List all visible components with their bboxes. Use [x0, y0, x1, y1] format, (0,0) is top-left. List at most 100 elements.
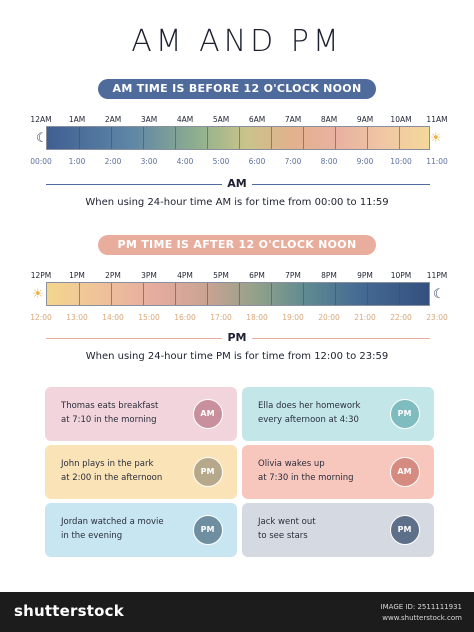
- pm-gradient-bar: [46, 282, 430, 306]
- time-label: 6:00: [248, 157, 266, 166]
- am-banner: AM TIME IS BEFORE 12 O'CLOCK NOON: [98, 79, 376, 99]
- hour-tick: [303, 127, 304, 149]
- hour-tick: [367, 283, 368, 305]
- time-label: 18:00: [246, 313, 268, 322]
- am-badge: AM: [196, 402, 219, 425]
- example-line: every afternoon at 4:30: [258, 415, 359, 425]
- hour-label: 9PM: [357, 271, 373, 280]
- hour-label: 12PM: [30, 271, 52, 280]
- am-badge: AM: [393, 460, 416, 483]
- site-url: www.shutterstock.com: [382, 614, 462, 622]
- example-line: Jordan watched a movie: [61, 517, 164, 527]
- hour-tick: [399, 283, 400, 305]
- am-24h-times: 00:00 1:00 2:00 3:00 4:00 5:00 6:00 7:00 8:00 9:0…: [30, 157, 448, 169]
- pm-period-label: PM: [222, 331, 252, 344]
- example-line: John plays in the park: [61, 459, 154, 469]
- time-label: 4:00: [176, 157, 194, 166]
- time-label: 3:00: [140, 157, 158, 166]
- example-line: at 7:10 in the morning: [61, 415, 157, 425]
- hour-tick: [207, 283, 208, 305]
- hour-tick: [335, 127, 336, 149]
- hour-label: 4AM: [176, 115, 194, 124]
- time-label: 9:00: [356, 157, 374, 166]
- example-card: Ella does her homework every afternoon at…: [242, 387, 434, 441]
- hour-label: 12AM: [30, 115, 52, 124]
- hour-label: 8AM: [320, 115, 338, 124]
- time-label: 21:00: [354, 313, 376, 322]
- hour-tick: [239, 283, 240, 305]
- example-card: Jordan watched a movie in the evening PM: [45, 503, 237, 557]
- hour-tick: [79, 283, 80, 305]
- example-line: Ella does her homework: [258, 401, 361, 411]
- pm-hour-labels: 12PM 1PM 2PM 3PM 4PM 5PM 6PM 7PM 8PM 9PM 10PM 11PM: [31, 271, 448, 283]
- example-line: Jack went out: [258, 517, 316, 527]
- hour-label: 11AM: [426, 115, 448, 124]
- hour-label: 11PM: [426, 271, 448, 280]
- hour-label: 2PM: [105, 271, 121, 280]
- moon-icon: ☾: [36, 131, 48, 146]
- time-label: 2:00: [104, 157, 122, 166]
- brand-logo: shutterstock: [14, 602, 124, 620]
- example-line: to see stars: [258, 531, 308, 541]
- footer-bar: shutterstock IMAGE ID: 2511111931 www.sh…: [0, 592, 474, 632]
- time-label: 23:00: [426, 313, 448, 322]
- time-label: 8:00: [320, 157, 338, 166]
- time-label: 00:00: [30, 157, 52, 166]
- hour-label: 7AM: [284, 115, 302, 124]
- hour-label: 5PM: [213, 271, 229, 280]
- example-card: Olivia wakes up at 7:30 in the morning AM: [242, 445, 434, 499]
- hour-label: 10PM: [390, 271, 412, 280]
- image-id: IMAGE ID: 2511111931: [380, 603, 462, 611]
- time-label: 20:00: [318, 313, 340, 322]
- hour-tick: [207, 127, 208, 149]
- sun-icon: ☀: [32, 287, 44, 302]
- time-label: 11:00: [426, 157, 448, 166]
- hour-label: 4PM: [177, 271, 193, 280]
- pm-badge: PM: [196, 518, 219, 541]
- time-label: 16:00: [174, 313, 196, 322]
- hour-label: 6PM: [249, 271, 265, 280]
- hour-label: 8PM: [321, 271, 337, 280]
- hour-tick: [143, 283, 144, 305]
- pm-badge: PM: [393, 402, 416, 425]
- time-label: 17:00: [210, 313, 232, 322]
- hour-label: 2AM: [104, 115, 122, 124]
- hour-label: 5AM: [212, 115, 230, 124]
- hour-label: 3PM: [141, 271, 157, 280]
- hour-tick: [175, 127, 176, 149]
- time-label: 22:00: [390, 313, 412, 322]
- am-period-label: AM: [222, 177, 252, 190]
- time-label: 19:00: [282, 313, 304, 322]
- am-gradient-bar: [46, 126, 430, 150]
- time-label: 13:00: [66, 313, 88, 322]
- am-note: When using 24-hour time AM is for time f…: [85, 197, 389, 208]
- hour-tick: [271, 283, 272, 305]
- hour-tick: [79, 127, 80, 149]
- time-label: 7:00: [284, 157, 302, 166]
- time-label: 12:00: [30, 313, 52, 322]
- hour-label: 9AM: [356, 115, 374, 124]
- pm-banner: PM TIME IS AFTER 12 O'CLOCK NOON: [98, 235, 376, 255]
- pm-badge: PM: [393, 518, 416, 541]
- time-label: 1:00: [68, 157, 86, 166]
- time-label: 14:00: [102, 313, 124, 322]
- pm-badge: PM: [196, 460, 219, 483]
- hour-tick: [111, 283, 112, 305]
- example-card: Jack went out to see stars PM: [242, 503, 434, 557]
- hour-tick: [303, 283, 304, 305]
- hour-tick: [143, 127, 144, 149]
- sun-icon: ☀: [430, 131, 442, 146]
- page-title: AM AND PM: [131, 24, 343, 59]
- hour-tick: [367, 127, 368, 149]
- example-line: at 7:30 in the morning: [258, 473, 354, 483]
- hour-tick: [271, 127, 272, 149]
- example-card: Thomas eats breakfast at 7:10 in the morn…: [45, 387, 237, 441]
- example-line: at 2:00 in the afternoon: [61, 473, 163, 483]
- time-label: 5:00: [212, 157, 230, 166]
- hour-label: 1PM: [69, 271, 85, 280]
- hour-tick: [111, 127, 112, 149]
- hour-tick: [175, 283, 176, 305]
- example-line: Olivia wakes up: [258, 459, 325, 469]
- pm-24h-times: 12:00 13:00 14:00 15:00 16:00 17:00 18:00 19:00…: [30, 313, 448, 325]
- hour-label: 6AM: [248, 115, 266, 124]
